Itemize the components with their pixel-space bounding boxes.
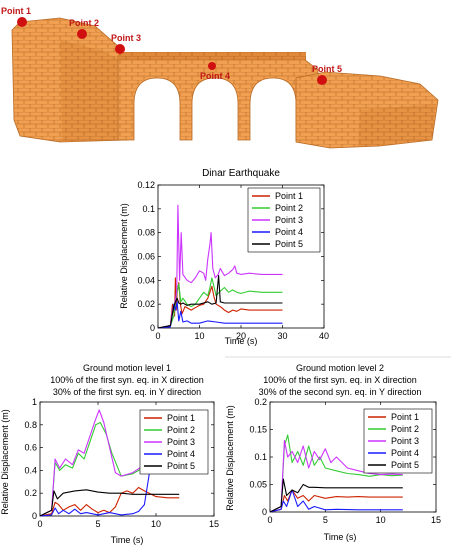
legend-entry-point-5: Point 5 xyxy=(391,460,419,470)
point4-label: Point 4 xyxy=(200,71,230,81)
x-tick-label: 40 xyxy=(319,331,329,341)
x-axis-label: Time (s) xyxy=(324,532,357,542)
point1-label: Point 1 xyxy=(1,6,31,16)
chart-title: Dinar Earthquake xyxy=(202,168,280,179)
legend-entry-point-5: Point 5 xyxy=(275,239,303,249)
chart-subtitle: 100% of the first syn. eq. in X directio… xyxy=(263,375,417,385)
y-tick-label: 0.6 xyxy=(24,443,37,453)
y-tick-label: 0 xyxy=(150,323,155,333)
x-tick-label: 10 xyxy=(151,519,161,529)
y-tick-label: 0.4 xyxy=(24,465,37,475)
x-tick-label: 0 xyxy=(37,519,42,529)
chart-subtitle2: 30% of the second syn. eq. in Y directio… xyxy=(259,387,422,397)
x-tick-label: 0 xyxy=(267,515,272,525)
y-tick-label: 0.1 xyxy=(142,204,155,214)
legend-entry-point-1: Point 1 xyxy=(167,413,195,423)
y-tick-label: 0.1 xyxy=(254,452,267,462)
series-line-point-2 xyxy=(157,277,283,329)
chart-title: Ground motion level 2 xyxy=(296,363,384,373)
y-tick-label: 0 xyxy=(32,511,37,521)
y-tick-label: 0.2 xyxy=(24,488,37,498)
y-tick-label: 0.8 xyxy=(24,420,37,430)
legend-entry-point-5: Point 5 xyxy=(167,461,195,471)
y-tick-label: 0.15 xyxy=(249,425,267,435)
bridge-parapet xyxy=(118,52,306,60)
dinar-chart: Dinar Earthquake Relative Displacement (… xyxy=(119,168,329,346)
series-line-point-5 xyxy=(157,275,283,329)
y-tick-label: 0.2 xyxy=(254,397,267,407)
legend-entry-point-1: Point 1 xyxy=(275,191,303,201)
legend-entry-point-4: Point 4 xyxy=(275,227,303,237)
y-tick-label: 0.08 xyxy=(137,228,155,238)
series-line-point-2 xyxy=(269,434,403,513)
x-tick-label: 30 xyxy=(277,331,287,341)
point2-marker xyxy=(77,29,87,39)
x-tick-label: 5 xyxy=(323,515,328,525)
ground-motion-level1-chart: Ground motion level 1 100% of the first … xyxy=(0,363,219,545)
x-axis-label: Time (s) xyxy=(225,336,258,346)
y-tick-label: 0.04 xyxy=(137,275,155,285)
legend-entry-point-2: Point 2 xyxy=(167,425,195,435)
point5-marker xyxy=(317,75,327,85)
series-line-point-1 xyxy=(39,486,180,517)
series-line-point-4 xyxy=(269,489,403,513)
chart-subtitle: 100% of the first syn. eq. in X directio… xyxy=(50,375,204,385)
point1-marker xyxy=(17,17,27,27)
point2-label: Point 2 xyxy=(69,18,99,28)
y-tick-label: 0.12 xyxy=(137,180,155,190)
series-line-point-3 xyxy=(157,204,283,329)
bridge-body xyxy=(117,55,319,141)
x-tick-label: 0 xyxy=(155,331,160,341)
masonry-bridge-model: Point 1 Point 2 Point 3 Point 4 Point 5 xyxy=(1,6,439,149)
series-line-point-5 xyxy=(269,478,403,513)
point3-label: Point 3 xyxy=(111,33,141,43)
left-tower-shadow xyxy=(60,40,128,142)
y-axis-label: Relative Displacement (m) xyxy=(119,203,129,309)
series-line-point-5 xyxy=(39,489,180,517)
x-tick-label: 20 xyxy=(236,331,246,341)
legend-entry-point-4: Point 4 xyxy=(391,448,419,458)
y-axis-label: Relative Displacement (m) xyxy=(225,405,235,511)
y-tick-label: 0 xyxy=(262,507,267,517)
y-axis-label: Relative Displacement (m) xyxy=(0,409,10,515)
series-line-point-4 xyxy=(157,301,283,329)
chart-title: Ground motion level 1 xyxy=(83,363,171,373)
right-structure-shadow xyxy=(358,104,436,146)
x-tick-label: 10 xyxy=(194,331,204,341)
x-tick-label: 10 xyxy=(376,515,386,525)
x-tick-label: 15 xyxy=(431,515,441,525)
point3-marker xyxy=(115,44,125,54)
point4-marker xyxy=(208,62,216,70)
legend-entry-point-4: Point 4 xyxy=(167,449,195,459)
y-tick-label: 0.05 xyxy=(249,480,267,490)
y-tick-label: 0.02 xyxy=(137,299,155,309)
legend-entry-point-1: Point 1 xyxy=(391,412,419,422)
x-tick-label: 5 xyxy=(95,519,100,529)
legend-entry-point-2: Point 2 xyxy=(391,424,419,434)
x-axis-label: Time (s) xyxy=(111,535,144,545)
chart-subtitle2: 30% of the first syn. eq. in Y direction xyxy=(53,387,201,397)
legend-entry-point-3: Point 3 xyxy=(167,437,195,447)
point5-label: Point 5 xyxy=(312,64,342,74)
legend-entry-point-2: Point 2 xyxy=(275,203,303,213)
y-tick-label: 1 xyxy=(32,397,37,407)
ground-motion-level2-chart: Ground motion level 2 100% of the first … xyxy=(225,363,441,542)
x-tick-label: 15 xyxy=(209,519,219,529)
legend-entry-point-3: Point 3 xyxy=(275,215,303,225)
legend-entry-point-3: Point 3 xyxy=(391,436,419,446)
series-line-point-1 xyxy=(269,489,403,513)
y-tick-label: 0.06 xyxy=(137,252,155,262)
series-line-point-3 xyxy=(269,439,403,513)
